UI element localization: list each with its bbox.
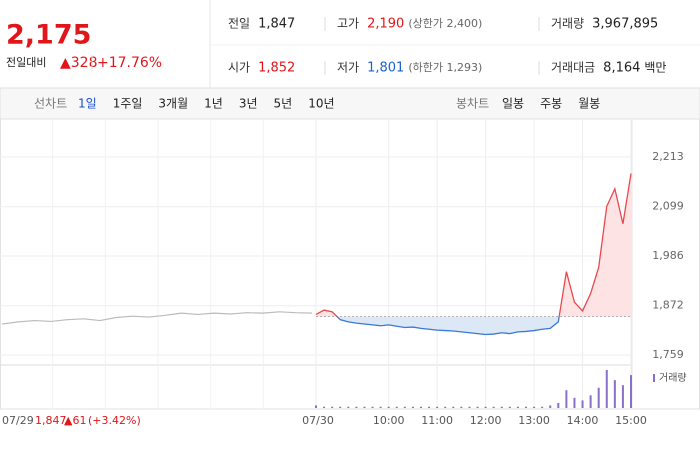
tab[interactable]: 10년 — [308, 97, 334, 111]
change-label: 전일대비 — [6, 55, 46, 69]
info-label: 거래대금 — [551, 61, 595, 75]
volume-bar — [630, 375, 632, 408]
volume-bar — [468, 406, 471, 408]
volume-bar — [541, 406, 544, 408]
volume-bar — [533, 406, 536, 408]
volume-bar — [573, 397, 576, 408]
volume-bar — [339, 406, 342, 408]
info-label: 저가 — [337, 61, 359, 75]
volume-bar — [597, 387, 600, 408]
x-tick-label: 14:00 — [567, 414, 599, 427]
info-label: 전일 — [228, 17, 250, 31]
volume-bar — [395, 406, 398, 408]
prev-date: 07/29 — [2, 414, 34, 427]
tab-label: 선차트 — [34, 97, 67, 111]
info-value: 1,801 — [367, 61, 404, 76]
volume-bar — [371, 406, 374, 408]
volume-bar — [508, 406, 511, 408]
y-tick-label: 2,213 — [652, 150, 684, 163]
x-tick-label: 12:00 — [470, 414, 502, 427]
x-tick-label: 10:00 — [373, 414, 405, 427]
tab-label: 봉차트 — [456, 97, 489, 111]
volume-bar — [331, 406, 334, 408]
volume-bar — [565, 390, 568, 408]
volume-bar — [492, 406, 495, 408]
legend-swatch — [653, 374, 655, 382]
info-value: 3,967,895 — [592, 17, 658, 32]
y-tick-label: 1,872 — [652, 299, 684, 312]
tab[interactable]: 1일 — [78, 97, 97, 111]
y-tick-label: 2,099 — [652, 200, 684, 213]
volume-bar — [387, 406, 390, 408]
info-value: 8,164 — [603, 61, 640, 76]
volume-bar — [403, 406, 406, 408]
info-value: 1,847 — [258, 17, 295, 32]
volume-bar — [436, 406, 439, 408]
info-label: 시가 — [228, 61, 250, 75]
prev-change: ▲61 — [64, 414, 86, 427]
rate: +17.76% — [97, 55, 162, 71]
volume-bar — [613, 380, 616, 408]
tab[interactable]: 5년 — [274, 97, 293, 111]
volume-bar — [605, 370, 608, 408]
prev-rate: (+3.42%) — [88, 414, 141, 427]
volume-bar — [525, 406, 527, 408]
volume-bar — [420, 406, 422, 408]
volume-bar — [315, 405, 317, 408]
x-tick-label: 07/30 — [302, 414, 334, 427]
info-label: 고가 — [337, 17, 359, 31]
info-value: 1,852 — [258, 61, 295, 76]
volume-bar — [323, 406, 326, 408]
price-line-up — [315, 173, 632, 317]
volume-bar — [557, 402, 560, 408]
x-tick-label: 13:00 — [518, 414, 550, 427]
volume-bar — [516, 406, 519, 408]
legend: 거래량 — [659, 372, 687, 384]
y-tick-label: 1,759 — [652, 348, 684, 361]
volume-bar — [379, 406, 382, 408]
volume-bar — [500, 406, 503, 408]
volume-bar — [621, 385, 624, 408]
volume-bar — [581, 400, 584, 408]
change: ▲328 — [60, 55, 98, 71]
info-extra: (상한가 2,400) — [408, 17, 482, 30]
info-unit: 백만 — [644, 61, 666, 75]
info-value: 2,190 — [367, 17, 404, 32]
tab[interactable]: 월봉 — [578, 97, 600, 111]
area-down — [337, 316, 560, 335]
tab-bar — [0, 87, 700, 120]
prev-close: 1,847 — [35, 414, 67, 427]
volume-bar — [549, 405, 552, 408]
tab[interactable]: 주봉 — [540, 97, 562, 111]
volume-bar — [347, 406, 350, 408]
volume-bar — [363, 406, 366, 408]
area-up — [316, 173, 631, 317]
prev-day-line — [1, 311, 313, 325]
info-extra: (하한가 1,293) — [408, 60, 482, 74]
volume-bar — [444, 406, 447, 408]
volume-bar — [476, 406, 479, 408]
volume-bar — [428, 406, 431, 408]
tab[interactable]: 3년 — [239, 97, 258, 111]
tab[interactable]: 1주일 — [113, 97, 143, 111]
volume-bar — [355, 406, 358, 408]
volume-bar — [460, 406, 463, 408]
x-tick-label: 15:00 — [615, 414, 647, 427]
tab[interactable]: 3개월 — [158, 97, 188, 111]
price-line-down — [336, 316, 560, 336]
tab[interactable]: 1년 — [204, 97, 223, 111]
y-tick-label: 1,986 — [652, 249, 684, 262]
x-tick-label: 11:00 — [421, 414, 453, 427]
price: 2,175 — [6, 20, 91, 51]
volume-bar — [452, 406, 455, 408]
volume-bar — [484, 406, 487, 408]
volume-bar — [411, 406, 414, 408]
volume-bar — [589, 395, 592, 408]
tab[interactable]: 일봉 — [502, 97, 524, 111]
info-label: 거래량 — [551, 17, 584, 31]
